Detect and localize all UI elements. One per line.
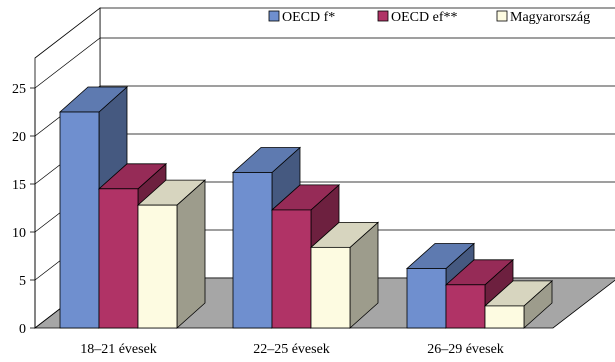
legend-label: Magyarország — [510, 10, 590, 25]
x-axis-labels: 18–21 évesek 22–25 évesek 26–29 évesek — [80, 342, 504, 357]
bar-side — [176, 179, 206, 329]
gridline — [34, 85, 615, 137]
bar-front — [406, 268, 447, 329]
legend-swatch — [377, 10, 389, 22]
bar — [483, 280, 554, 329]
legend-item: Magyarország — [496, 10, 590, 25]
legend-label: OECD f* — [282, 10, 335, 25]
y-tick-label: 10 — [12, 226, 26, 241]
x-tick-label: 26–29 évesek — [427, 342, 504, 357]
legend-item: OECD f* — [268, 10, 335, 25]
y-tick-label: 15 — [12, 178, 26, 193]
bar-front — [59, 111, 100, 329]
y-axis: 0 5 10 15 20 25 — [12, 82, 36, 337]
bar-front — [271, 209, 312, 329]
y-tick-label: 5 — [19, 274, 26, 289]
gridline — [34, 37, 615, 89]
y-tick-label: 25 — [12, 82, 26, 97]
x-tick-label: 18–21 évesek — [80, 342, 157, 357]
bar — [136, 179, 207, 329]
bar-front — [310, 246, 351, 329]
bars — [58, 86, 554, 329]
legend-label: OECD ef** — [391, 10, 458, 25]
legend-item: OECD ef** — [377, 10, 458, 25]
bar-front — [445, 284, 486, 329]
bar-front — [484, 305, 525, 329]
bar-front — [98, 188, 139, 329]
y-tick-label: 0 — [19, 322, 26, 337]
y-tick-label: 20 — [12, 130, 26, 145]
bar-front — [137, 204, 178, 329]
legend-swatch — [496, 10, 508, 22]
bar-front — [232, 172, 273, 329]
x-tick-label: 22–25 évesek — [253, 342, 330, 357]
legend-swatch — [268, 10, 280, 22]
legend: OECD f* OECD ef** Magyarország — [268, 10, 590, 25]
bar — [309, 221, 380, 329]
